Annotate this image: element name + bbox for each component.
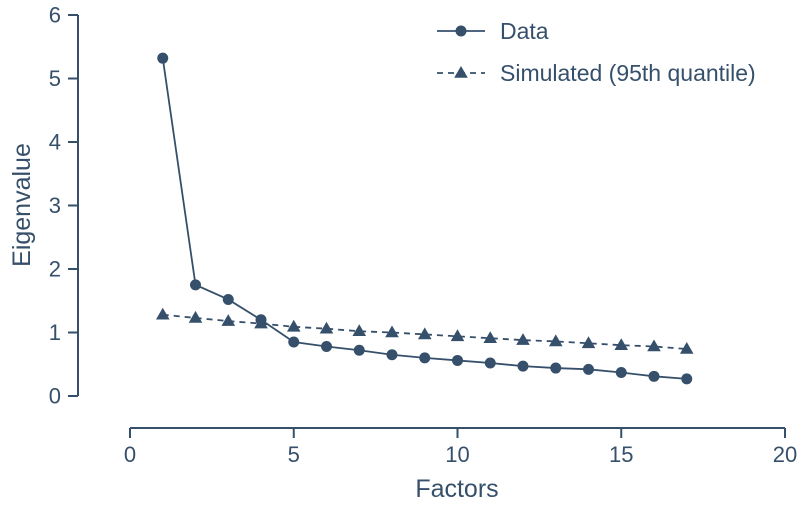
y-tick-label: 3 (49, 193, 61, 218)
y-tick-label: 6 (49, 3, 61, 28)
data-point-triangle (286, 319, 301, 332)
data-point-circle (648, 370, 660, 382)
x-tick-label: 15 (609, 442, 633, 467)
data-point-triangle (450, 329, 465, 342)
data-point-circle (455, 25, 467, 37)
data-point-circle (583, 363, 594, 375)
y-tick-label: 2 (49, 257, 61, 282)
x-tick-label: 20 (773, 442, 797, 467)
data-point-triangle (516, 333, 530, 345)
data-point-circle (157, 52, 169, 64)
data-point-circle (681, 373, 693, 385)
y-tick-label: 1 (49, 320, 61, 345)
data-point-circle (321, 340, 332, 352)
data-point-triangle (254, 316, 268, 329)
data-point-circle (353, 344, 365, 356)
data-point-circle (615, 367, 627, 379)
y-axis-title: Eigenvalue (8, 143, 36, 267)
data-point-circle (190, 279, 201, 291)
legend-entry: Data (437, 18, 549, 44)
data-point-triangle (581, 336, 596, 349)
x-tick-label: 0 (124, 442, 136, 467)
y-tick-label: 5 (49, 66, 61, 91)
data-point-triangle (483, 331, 498, 344)
data-point-triangle (352, 324, 367, 337)
data-point-triangle (319, 321, 334, 334)
data-point-triangle (548, 334, 563, 347)
data-point-triangle (647, 339, 661, 352)
data-point-triangle (188, 310, 203, 323)
series-simulated (155, 307, 694, 354)
legend-label: Simulated (95th quantile) (500, 60, 756, 86)
data-point-circle (550, 362, 562, 374)
data-point-circle (484, 357, 496, 369)
y-tick-label: 0 (49, 384, 61, 409)
data-point-triangle (221, 314, 236, 326)
data-point-circle (452, 354, 463, 366)
series-layer (155, 52, 694, 385)
data-point-circle (288, 336, 300, 348)
data-point-triangle (155, 307, 170, 320)
data-point-circle (386, 349, 398, 361)
data-point-triangle (385, 325, 399, 338)
axes-layer: 0 1 2 3 4 5 6 0 5 10 15 20 (49, 3, 797, 467)
legend-label: Data (500, 18, 549, 44)
data-point-circle (419, 352, 431, 364)
data-point-triangle (679, 342, 694, 354)
x-axis-title: Factors (415, 475, 498, 503)
legend-layer: Data Simulated (95th quantile) (437, 18, 756, 86)
x-tick-label: 10 (445, 442, 469, 467)
data-point-triangle (417, 327, 432, 340)
x-tick-label: 5 (288, 442, 300, 467)
data-point-circle (517, 360, 529, 372)
y-tick-label: 4 (49, 130, 61, 155)
data-point-triangle (614, 338, 629, 350)
series-data (157, 52, 693, 385)
data-point-circle (222, 293, 234, 305)
legend-entry: Simulated (95th quantile) (437, 60, 756, 86)
data-point-triangle (454, 66, 468, 78)
